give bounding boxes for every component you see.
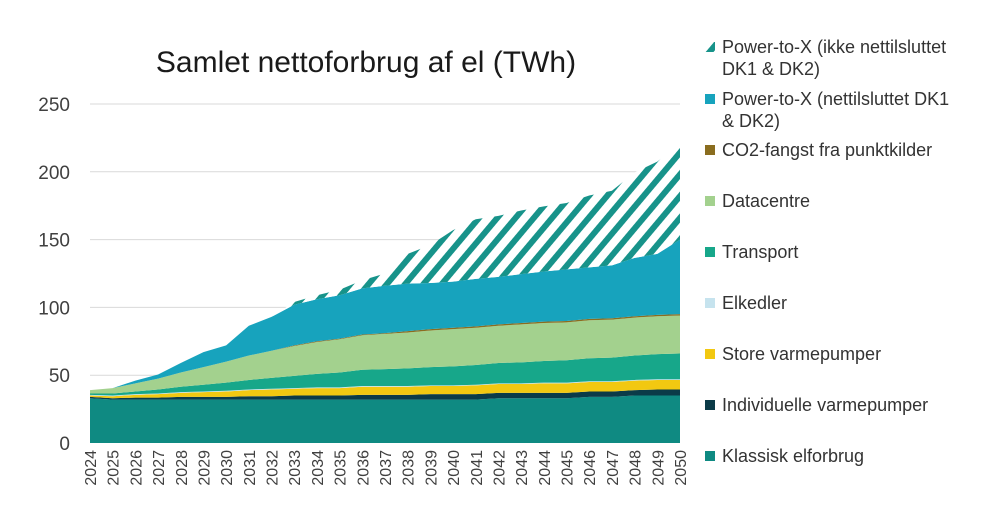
y-tick-label: 100 — [38, 298, 70, 319]
x-tick-label: 2049 — [650, 450, 667, 486]
legend-item-transport: Transport — [705, 242, 798, 262]
legend-label: Elkedler — [722, 293, 787, 313]
y-tick-label: 150 — [38, 231, 70, 252]
area-store-varmepumper — [90, 379, 680, 399]
x-axis-ticks: 2024 2025 2026 2027 2028 2029 2030 2031 2032 2033… — [83, 450, 690, 486]
x-tick-label: 2036 — [355, 450, 372, 486]
y-tick-label: 50 — [49, 366, 70, 387]
x-tick-label: 2024 — [83, 450, 100, 486]
x-tick-label: 2045 — [560, 450, 577, 486]
legend: Power-to-X (ikke nettilsluttet DK1 & DK2)… — [705, 37, 949, 466]
legend-label: Power-to-X (nettilsluttet DK1 & DK2) — [722, 89, 949, 131]
x-tick-label: 2048 — [628, 450, 645, 486]
x-tick-label: 2030 — [219, 450, 236, 486]
x-tick-label: 2027 — [151, 450, 168, 486]
x-tick-label: 2025 — [106, 450, 123, 486]
x-tick-label: 2041 — [469, 450, 486, 486]
x-tick-label: 2034 — [310, 450, 327, 486]
legend-label: Datacentre — [722, 191, 810, 211]
x-tick-label: 2044 — [537, 450, 554, 486]
legend-item-power-to-x-nettilsluttet-dk1-dk2: Power-to-X (nettilsluttet DK1 & DK2) — [705, 89, 949, 131]
x-tick-label: 2029 — [196, 450, 213, 486]
area-power-to-x-ikke-nettilsluttet-dk1-dk2 — [90, 143, 680, 391]
legend-item-klassisk-elforbrug: Klassisk elforbrug — [705, 446, 864, 466]
x-tick-label: 2037 — [378, 450, 395, 486]
legend-item-co2-fangst-fra-punktkilder: CO2-fangst fra punktkilder — [705, 140, 932, 160]
legend-label: CO2-fangst fra punktkilder — [722, 140, 932, 160]
legend-swatch — [705, 145, 715, 155]
x-tick-label: 2032 — [265, 450, 282, 486]
legend-item-datacentre: Datacentre — [705, 191, 810, 211]
legend-item-individuelle-varmepumper: Individuelle varmepumper — [705, 395, 928, 415]
legend-swatch — [705, 400, 715, 410]
legend-label: Individuelle varmepumper — [722, 395, 928, 415]
legend-swatch — [705, 94, 715, 104]
legend-swatch — [705, 247, 715, 257]
legend-swatch — [705, 349, 715, 359]
x-tick-label: 2026 — [128, 450, 145, 486]
legend-label: Transport — [722, 242, 798, 262]
area-datacentre — [90, 315, 680, 394]
y-tick-label: 250 — [38, 95, 70, 116]
x-tick-label: 2033 — [287, 450, 304, 486]
x-tick-label: 2040 — [446, 450, 463, 486]
x-tick-label: 2050 — [673, 450, 690, 486]
x-tick-label: 2046 — [582, 450, 599, 486]
x-tick-label: 2038 — [401, 450, 418, 486]
area-transport — [90, 353, 680, 396]
legend-item-power-to-x-ikke-nettilsluttet-dk1-dk2: Power-to-X (ikke nettilsluttet DK1 & DK2) — [705, 37, 946, 79]
x-tick-label: 2031 — [242, 450, 259, 486]
legend-item-elkedler: Elkedler — [705, 293, 787, 313]
x-tick-label: 2035 — [333, 450, 350, 486]
legend-label: Power-to-X (ikke nettilsluttet DK1 & DK2) — [722, 37, 946, 79]
chart-title: Samlet nettoforbrug af el (TWh) — [156, 46, 576, 79]
x-tick-label: 2039 — [423, 450, 440, 486]
legend-swatch — [705, 451, 715, 461]
legend-label: Klassisk elforbrug — [722, 446, 864, 466]
x-tick-label: 2047 — [605, 450, 622, 486]
area-klassisk-elforbrug — [90, 395, 680, 443]
area-power-to-x-nettilsluttet-dk1-dk2 — [90, 239, 680, 391]
y-tick-label: 200 — [38, 163, 70, 184]
legend-swatch — [705, 298, 715, 308]
legend-label: Store varmepumper — [722, 344, 881, 364]
y-tick-label: 0 — [59, 434, 70, 455]
area-elkedler — [90, 379, 680, 397]
legend-swatch — [705, 42, 715, 52]
y-axis-ticks: 0 50 100 150 200 250 — [38, 95, 70, 455]
area-individuelle-varmepumper — [90, 389, 680, 400]
legend-item-store-varmepumper: Store varmepumper — [705, 344, 881, 364]
x-tick-label: 2042 — [491, 450, 508, 486]
x-tick-label: 2028 — [174, 450, 191, 486]
x-tick-label: 2043 — [514, 450, 531, 486]
area-series — [90, 143, 680, 443]
legend-swatch — [705, 196, 715, 206]
